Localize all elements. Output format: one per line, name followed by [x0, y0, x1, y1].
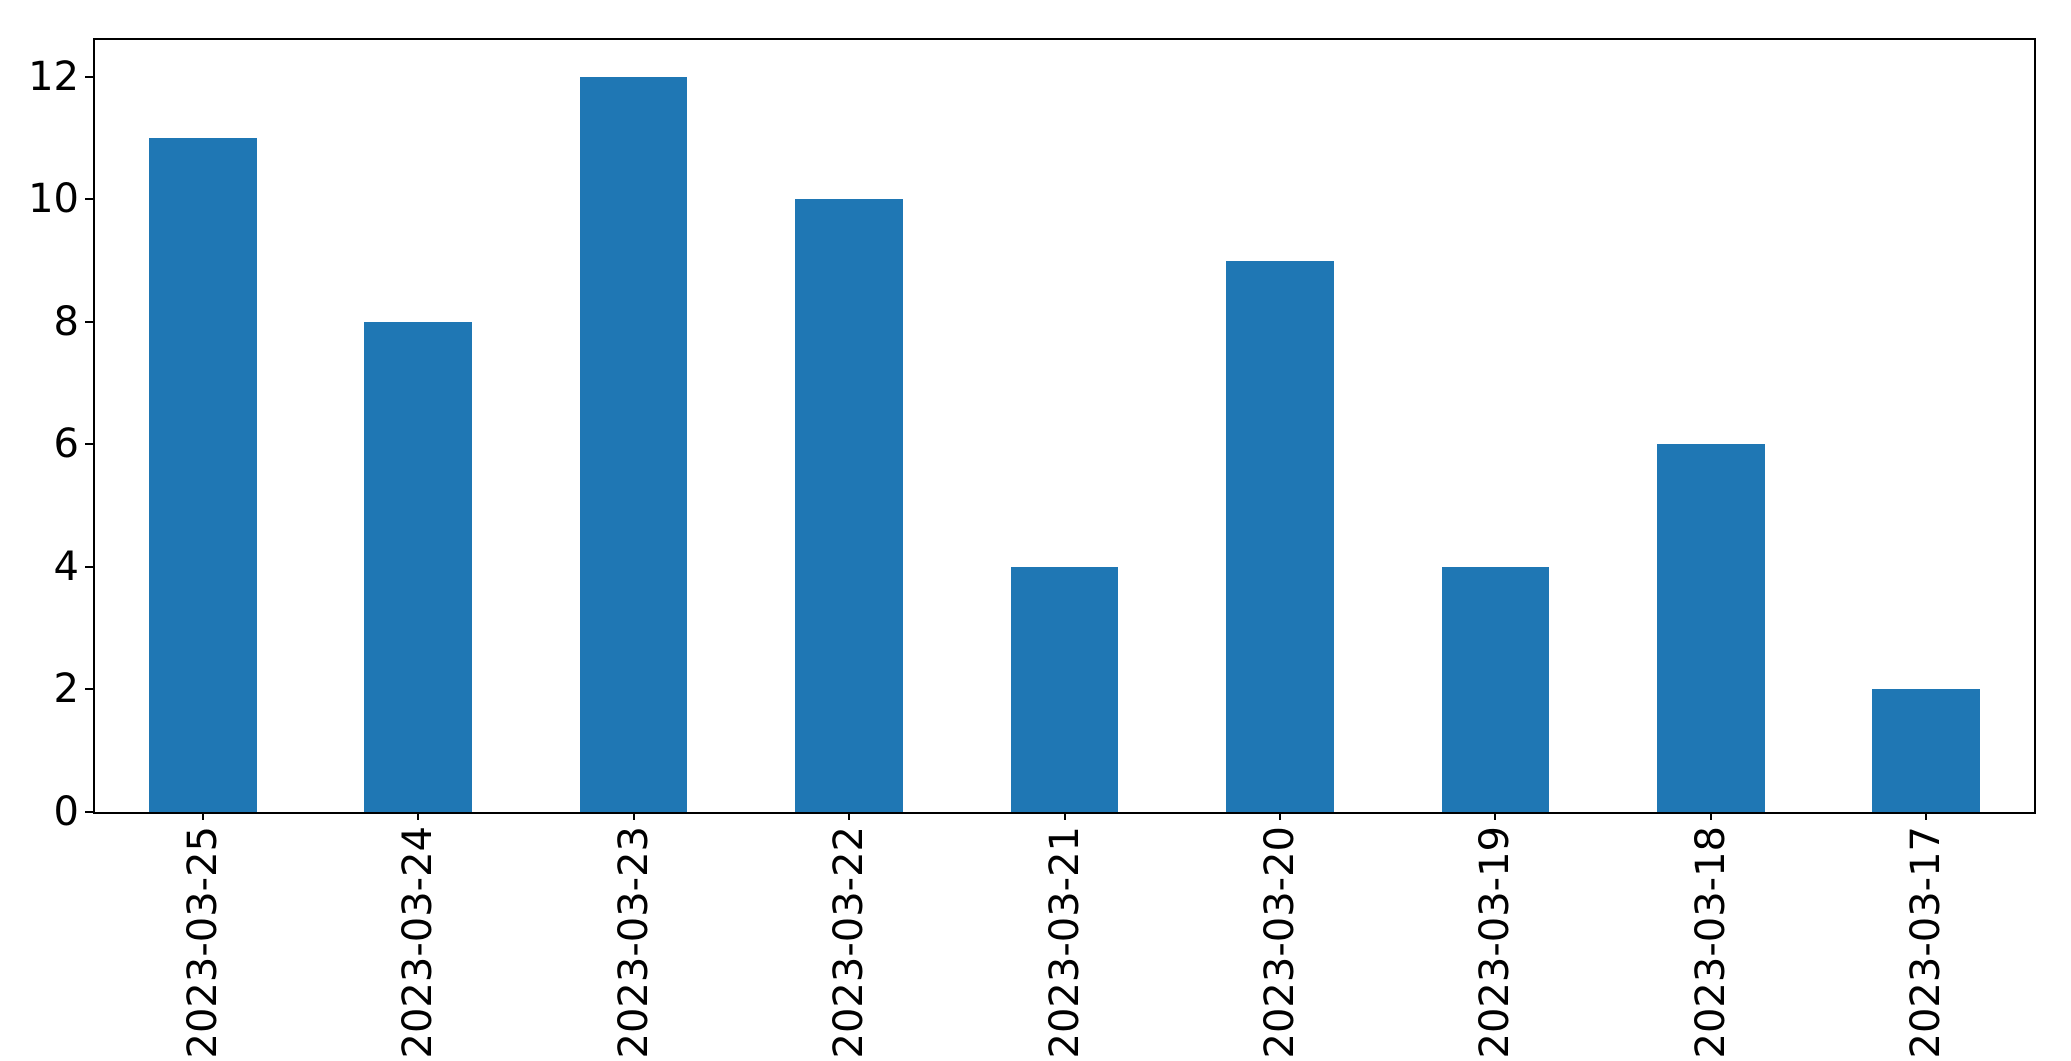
x-tick-label: 2023-03-22 — [826, 826, 873, 1059]
x-tick — [1278, 812, 1281, 820]
bar — [795, 199, 903, 812]
y-tick — [85, 443, 93, 446]
x-tick — [632, 812, 635, 820]
bar — [1872, 689, 1981, 812]
bar — [364, 321, 473, 812]
y-tick-label: 6 — [53, 421, 79, 468]
x-tick — [848, 812, 851, 820]
y-tick-label: 2 — [53, 666, 79, 713]
y-tick — [85, 688, 93, 691]
x-tick-label: 2023-03-24 — [395, 826, 442, 1059]
x-tick — [1925, 812, 1928, 820]
y-tick-label: 4 — [53, 543, 79, 590]
y-tick — [85, 198, 93, 201]
bar — [1656, 444, 1765, 812]
x-tick-label: 2023-03-25 — [179, 826, 226, 1059]
x-tick-label: 2023-03-19 — [1472, 826, 1519, 1059]
x-tick — [1709, 812, 1712, 820]
x-tick — [1494, 812, 1497, 820]
x-tick-label: 2023-03-17 — [1903, 826, 1950, 1059]
x-tick-label: 2023-03-21 — [1041, 826, 1088, 1059]
bar — [579, 76, 688, 812]
y-tick-label: 10 — [28, 176, 79, 223]
x-tick — [417, 812, 420, 820]
x-tick — [201, 812, 204, 820]
x-tick-label: 2023-03-18 — [1687, 826, 1734, 1059]
y-tick-label: 0 — [53, 789, 79, 835]
x-tick-label: 2023-03-23 — [610, 826, 657, 1059]
y-tick-label: 12 — [28, 53, 79, 100]
y-tick — [85, 320, 93, 323]
plot-area: 2023-03-25 2023-03-24 2023-03-23 2023-03-22… — [28, 38, 2036, 1058]
y-tick — [85, 75, 93, 78]
y-tick — [85, 565, 93, 568]
bar — [148, 138, 257, 812]
x-tick-label: 2023-03-20 — [1256, 826, 1303, 1059]
y-tick-label: 8 — [53, 298, 79, 345]
x-tick — [1063, 812, 1066, 820]
bar — [1441, 566, 1550, 812]
bar — [1226, 260, 1334, 812]
bar — [1010, 566, 1119, 812]
y-tick — [85, 811, 93, 813]
